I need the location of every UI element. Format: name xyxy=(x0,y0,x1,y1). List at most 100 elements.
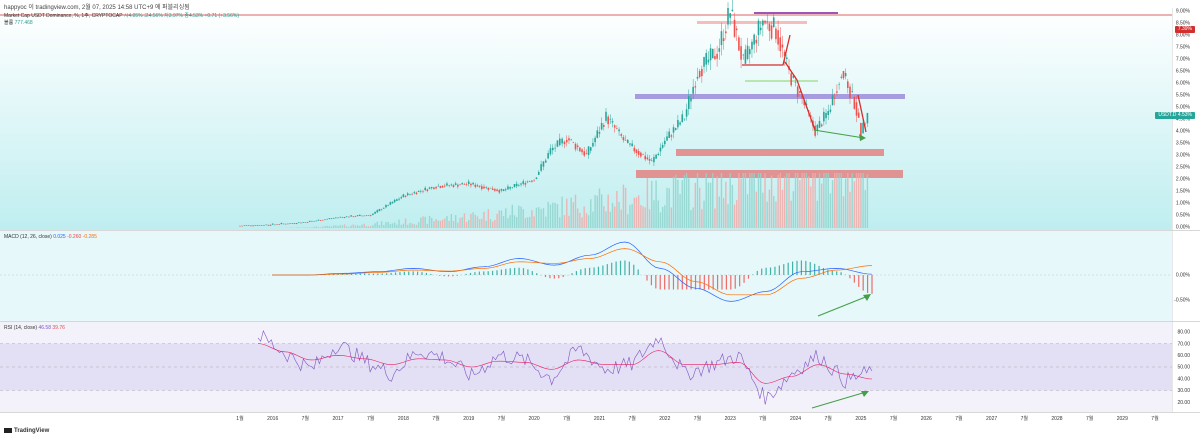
current-price-tag: USDT.D 4.53% xyxy=(1155,112,1195,119)
candle-body xyxy=(393,199,396,203)
candle-body xyxy=(302,222,304,223)
symbol-title[interactable]: Market Cap USDT Dominance, %, 1주, CRYPTO… xyxy=(4,13,123,19)
candle-body xyxy=(572,141,575,143)
x-tick-label: 7월 xyxy=(628,415,636,422)
x-tick-label: 7월 xyxy=(302,415,310,422)
candle-body xyxy=(589,147,592,151)
volume-bar xyxy=(840,173,842,228)
candle-body xyxy=(504,189,507,191)
volume-bar xyxy=(457,222,459,228)
volume-bar xyxy=(831,180,834,228)
macd-y-tick: 0.00% xyxy=(1176,273,1191,279)
macd-hist-bar xyxy=(584,268,586,275)
candle-body xyxy=(254,225,257,226)
volume-bar xyxy=(524,218,527,228)
volume-bar xyxy=(664,205,666,228)
resistance-zone xyxy=(635,94,905,99)
macd-hist-bar xyxy=(747,275,750,279)
candle-body xyxy=(844,73,847,77)
macd-hist-bar xyxy=(544,275,547,278)
rsi-band xyxy=(0,343,1172,391)
candle-body xyxy=(801,95,803,99)
price-y-tick: 7.50% xyxy=(1176,45,1191,51)
macd-hist-bar xyxy=(668,275,670,290)
candle-body xyxy=(457,184,459,187)
candle-body xyxy=(467,181,470,184)
signal-value: -0.260 xyxy=(67,234,82,240)
volume-bar xyxy=(306,227,309,228)
rsi-legend[interactable]: RSI (14, close) 46.58 39.76 xyxy=(4,325,65,331)
volume-bar xyxy=(849,191,851,228)
candle-body xyxy=(308,220,311,222)
x-tick-label: 7월 xyxy=(890,415,898,422)
rsi-y-tick: 70.00 xyxy=(1177,341,1190,347)
macd-hist-bar xyxy=(637,269,639,275)
candle-body xyxy=(740,46,742,60)
volume-bar xyxy=(363,223,365,228)
candle-body xyxy=(779,37,782,52)
volume-bar xyxy=(718,196,720,228)
volume-bar xyxy=(481,218,483,228)
macd-hist-bar xyxy=(655,275,657,289)
volume-bar xyxy=(330,226,333,228)
volume-bar xyxy=(413,224,415,228)
volume-bar xyxy=(431,217,433,228)
volume-bar xyxy=(540,208,542,228)
macd-hist-bar xyxy=(686,275,688,290)
volume-bar xyxy=(801,173,803,228)
macd-legend[interactable]: MACD (12, 26, close) 0.025 -0.260 -0.285 xyxy=(4,234,97,240)
rsi-ma-value: 39.76 xyxy=(52,325,65,331)
candle-body xyxy=(862,122,864,134)
volume-bar xyxy=(672,176,675,228)
candle-body xyxy=(300,222,302,224)
volume-bar xyxy=(538,207,540,228)
macd-hist-bar xyxy=(390,272,392,275)
volume-bar xyxy=(596,195,598,228)
volume-bar xyxy=(470,213,472,228)
candle-body xyxy=(744,49,747,64)
candle-body xyxy=(594,137,596,143)
x-tick-label: 7월 xyxy=(1086,415,1094,422)
candle-body xyxy=(376,210,379,213)
volume-bar xyxy=(618,201,620,228)
volume-bar xyxy=(547,201,549,228)
candle-body xyxy=(857,112,860,118)
volume-bar xyxy=(545,216,547,228)
red-trend-down xyxy=(784,61,816,131)
candle-body xyxy=(640,152,642,157)
candle-body xyxy=(551,147,554,151)
macd-hist-bar xyxy=(765,267,767,275)
macd-hist-bar xyxy=(761,268,763,275)
candle-body xyxy=(725,31,727,34)
rsi-label: RSI (14, close) xyxy=(4,325,38,331)
candle-body xyxy=(313,220,315,222)
candle-body xyxy=(729,13,731,18)
volume-bar xyxy=(640,205,642,228)
volume-bar xyxy=(786,173,788,228)
candle-body xyxy=(461,183,464,185)
candle-body xyxy=(620,134,623,136)
volume-bar xyxy=(385,222,387,228)
candle-body xyxy=(402,194,405,198)
macd-hist-bar xyxy=(814,263,816,275)
x-tick-label: 7월 xyxy=(759,415,767,422)
candle-body xyxy=(831,95,834,105)
candle-body xyxy=(528,181,531,182)
volume-bar xyxy=(590,199,592,228)
volume-bar xyxy=(814,173,816,228)
candle-body xyxy=(650,160,653,162)
candle-body xyxy=(511,187,514,189)
candle-body xyxy=(441,185,444,188)
volume-bar xyxy=(404,218,407,228)
volume-bar xyxy=(515,216,518,228)
macd-hist-bar xyxy=(606,264,608,275)
candle-body xyxy=(644,155,647,160)
volume-bar xyxy=(600,194,603,228)
candle-body xyxy=(284,223,287,225)
candle-body xyxy=(738,37,740,51)
candle-body xyxy=(568,138,570,141)
macd-y-tick: -0.50% xyxy=(1174,297,1190,303)
price-y-tick: 0.00% xyxy=(1176,225,1191,231)
volume-bar xyxy=(317,227,320,228)
